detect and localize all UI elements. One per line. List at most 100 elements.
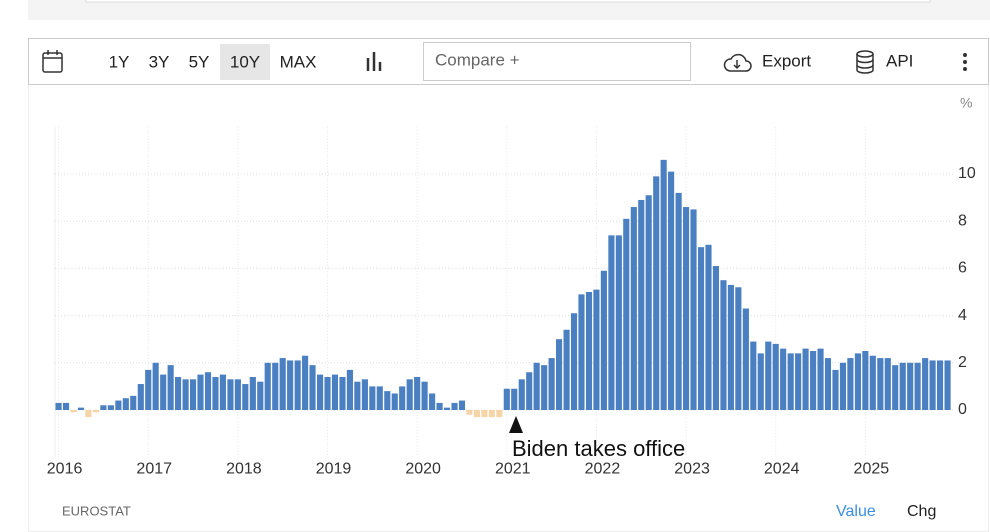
bar	[862, 351, 869, 410]
bar	[817, 348, 824, 410]
database-icon[interactable]	[856, 50, 874, 74]
bar	[630, 207, 637, 410]
bar	[346, 369, 353, 410]
bar	[600, 270, 607, 410]
bar	[944, 360, 951, 410]
bar	[137, 384, 144, 410]
bar	[877, 358, 884, 410]
range-button[interactable]: 1Y	[109, 52, 130, 71]
annotation: Biden takes office	[512, 436, 685, 461]
bar	[832, 369, 839, 410]
top-box	[85, 0, 931, 3]
bar	[488, 410, 495, 418]
x-tick-label: 2021	[495, 460, 531, 477]
bar	[922, 358, 929, 410]
bar	[795, 353, 802, 410]
bar	[458, 400, 466, 410]
bar	[727, 284, 734, 410]
y-tick-label: 0	[958, 401, 967, 418]
bar	[436, 402, 443, 410]
bar	[541, 365, 548, 410]
bar	[653, 176, 660, 410]
bar	[406, 379, 413, 410]
x-tick-label: 2017	[136, 460, 172, 477]
bar	[77, 407, 85, 410]
bar	[907, 362, 914, 410]
bar	[548, 358, 555, 410]
cloud-icon[interactable]	[723, 53, 752, 72]
plot: 0 2 4 6 8 10 2016 2017 2018 2019 2020 2021 2022 2023 2…	[47, 126, 976, 477]
chart-type-icon[interactable]	[366, 52, 382, 71]
bar	[294, 360, 301, 410]
source: EUROSTAT	[62, 503, 131, 518]
y-tick-label: 8	[958, 212, 967, 229]
bar	[443, 407, 451, 410]
range-active	[220, 44, 270, 80]
bar	[204, 372, 212, 410]
bar	[145, 369, 152, 410]
bar	[167, 365, 174, 410]
bar	[85, 410, 92, 418]
bar	[376, 386, 383, 410]
compare-input[interactable]	[423, 42, 691, 81]
calendar-icon[interactable]	[42, 50, 63, 73]
bar	[317, 374, 324, 410]
value-tab[interactable]: Value	[836, 503, 876, 520]
bar	[750, 341, 757, 410]
bar	[854, 353, 861, 410]
bar	[354, 381, 361, 410]
bar	[62, 402, 70, 410]
range-button[interactable]: MAX	[280, 52, 317, 71]
bar	[92, 410, 100, 413]
bar	[690, 209, 697, 410]
bar	[593, 289, 600, 410]
bar	[585, 292, 593, 410]
bar	[249, 376, 256, 410]
export-button[interactable]: Export	[762, 51, 811, 70]
bar	[414, 376, 421, 410]
x-tick-label: 2018	[226, 460, 262, 477]
bar	[302, 355, 309, 410]
y-tick-label: 6	[958, 260, 967, 277]
bar	[115, 400, 122, 410]
bar	[399, 386, 406, 410]
bar	[339, 376, 346, 410]
bar	[55, 402, 62, 410]
bar	[279, 358, 286, 410]
bar	[847, 358, 854, 410]
y-tick-label: 2	[958, 354, 967, 371]
range-button[interactable]: 3Y	[149, 52, 170, 71]
bar	[473, 410, 481, 418]
bar	[802, 348, 809, 410]
bar	[578, 294, 585, 410]
bar	[384, 391, 391, 410]
bar	[107, 405, 114, 410]
bar	[219, 374, 226, 410]
bar	[570, 313, 578, 410]
bar	[234, 379, 241, 410]
bar	[227, 379, 234, 410]
bar	[70, 410, 77, 413]
bar	[451, 402, 458, 410]
bar	[257, 381, 264, 410]
bar	[780, 348, 787, 410]
bar	[533, 362, 540, 410]
y-tick-label: 10	[958, 165, 976, 182]
chart-panel	[28, 84, 989, 532]
range-button[interactable]: 5Y	[189, 52, 210, 71]
bar	[496, 410, 503, 418]
bar	[466, 410, 473, 415]
annotation-arrow	[509, 416, 523, 433]
api-button[interactable]: API	[886, 51, 913, 70]
bar	[899, 362, 906, 410]
range-button[interactable]: 10Y	[230, 52, 260, 71]
bar	[555, 339, 563, 410]
bar	[212, 376, 219, 410]
bar	[189, 379, 197, 410]
x-tick-label: 2022	[585, 460, 621, 477]
menu-icon[interactable]	[963, 53, 967, 71]
bar	[638, 199, 645, 410]
chg-tab[interactable]: Chg	[907, 503, 936, 520]
bar	[130, 395, 137, 410]
compare-placeholder: Compare +	[435, 50, 520, 69]
